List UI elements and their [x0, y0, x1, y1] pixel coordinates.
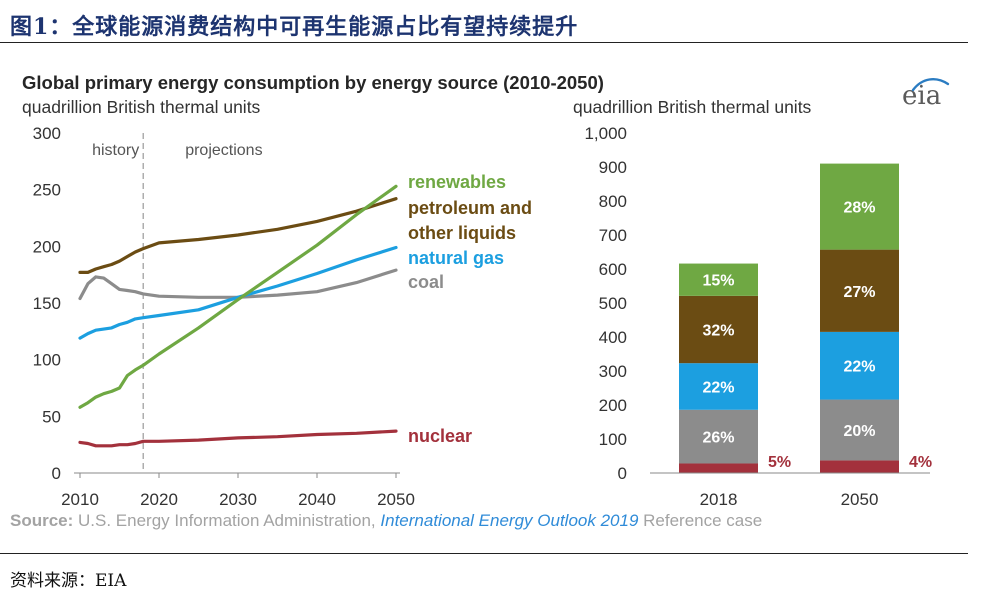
- bar-data-label: 22%: [843, 359, 875, 376]
- bar-chart-y-tick-label: 800: [599, 192, 627, 211]
- source-agency: U.S. Energy Information Administration,: [73, 511, 381, 530]
- footer-source: 资料来源：EIA: [10, 571, 127, 591]
- bar-segment-coal-2050: [820, 399, 899, 461]
- source-case: Reference case: [638, 511, 763, 530]
- line-chart-y-tick-label: 200: [33, 237, 61, 256]
- bar-data-label: 28%: [843, 200, 875, 217]
- line-chart-x-tick-label: 2040: [298, 490, 336, 509]
- chart-title: Global primary energy consumption by ene…: [22, 72, 604, 93]
- series-line-petroleum-and-other-liquids: [78, 197, 398, 274]
- line-chart-x-tick-label: 2050: [377, 490, 415, 509]
- bar-segment-natural-gas-2018: [679, 363, 758, 410]
- bar-chart: quadrillion British thermal units 0 100 20…: [573, 97, 932, 509]
- source-note: Source: U.S. Energy Information Administ…: [10, 511, 762, 531]
- series-line-nuclear: [78, 429, 398, 448]
- line-chart-y-tick-label: 250: [33, 181, 61, 200]
- bar-chart-y-tick-label: 900: [599, 158, 627, 177]
- projections-annotation: projections: [185, 142, 262, 159]
- footer-rule: [0, 553, 968, 554]
- figure-caption: 图1：全球能源消费结构中可再生能源占比有望持续提升: [10, 14, 579, 40]
- bar-data-label: 22%: [702, 379, 734, 396]
- line-chart-ylabel: quadrillion British thermal units: [22, 97, 261, 117]
- bar-chart-ylabel: quadrillion British thermal units: [573, 97, 812, 117]
- line-chart-x-tick-label: 2020: [140, 490, 178, 509]
- source-publication: International Energy Outlook 2019: [380, 511, 639, 530]
- bar-data-label: 5%: [768, 454, 791, 471]
- line-chart: quadrillion British thermal units 0 50 100…: [22, 97, 532, 509]
- bar-chart-y-tick-label: 0: [618, 464, 627, 483]
- bar-chart-x-tick-label: 2018: [700, 490, 738, 509]
- series-line-coal: [78, 268, 398, 301]
- series-label-natural-gas: natural gas: [408, 248, 504, 268]
- bar-data-label: 20%: [843, 423, 875, 440]
- bar-data-label: 32%: [702, 323, 734, 340]
- bar-data-label: 26%: [702, 430, 734, 447]
- line-chart-x-tick-label: 2010: [61, 490, 99, 509]
- history-annotation: history: [92, 142, 139, 159]
- bar-data-label: 15%: [702, 273, 734, 290]
- line-chart-y-tick-label: 300: [33, 124, 61, 143]
- bar-segment-nuclear-2018: [679, 463, 758, 473]
- line-chart-y-tick-label: 100: [33, 351, 61, 370]
- eia-logo: eia: [902, 78, 950, 111]
- bar-segment-nuclear-2050: [820, 460, 899, 473]
- series-label-petroleum-and-other-liquids: petroleum and: [408, 198, 532, 218]
- series-label-petroleum-and-other-liquids: other liquids: [408, 223, 516, 243]
- series-label-coal: coal: [408, 272, 444, 292]
- series-label-renewables: renewables: [408, 172, 506, 192]
- bar-data-label: 27%: [843, 284, 875, 301]
- bar-chart-y-tick-label: 400: [599, 328, 627, 347]
- bar-chart-x-tick-label: 2050: [841, 490, 879, 509]
- caption-rule: [0, 42, 968, 43]
- eia-logo-text: eia: [902, 81, 941, 111]
- series-line-natural-gas: [78, 245, 398, 340]
- bar-data-label: 4%: [909, 454, 932, 471]
- bar-chart-y-tick-label: 1,000: [584, 124, 627, 143]
- bar-chart-y-tick-label: 100: [599, 430, 627, 449]
- series-label-nuclear: nuclear: [408, 426, 472, 446]
- bar-segment-renewables-2050: [820, 163, 899, 250]
- bar-segment-coal-2018: [679, 409, 758, 464]
- bar-segment-renewables-2018: [679, 263, 758, 296]
- bar-chart-y-tick-label: 500: [599, 294, 627, 313]
- eia-logo-swoosh-icon: [911, 78, 950, 92]
- bar-segment-petroleum-and-other-liquids-2050: [820, 249, 899, 332]
- bar-segment-petroleum-and-other-liquids-2018: [679, 295, 758, 364]
- line-chart-y-tick-label: 150: [33, 294, 61, 313]
- line-chart-y-tick-label: 50: [42, 407, 61, 426]
- bar-chart-y-tick-label: 600: [599, 260, 627, 279]
- bar-segment-natural-gas-2050: [820, 331, 899, 400]
- line-chart-x-tick-label: 2030: [219, 490, 257, 509]
- bar-chart-y-tick-label: 300: [599, 362, 627, 381]
- series-line-renewables: [78, 184, 398, 409]
- line-chart-y-tick-label: 0: [52, 464, 61, 483]
- bar-chart-y-tick-label: 700: [599, 226, 627, 245]
- bar-chart-y-tick-label: 200: [599, 396, 627, 415]
- source-label: Source:: [10, 511, 74, 530]
